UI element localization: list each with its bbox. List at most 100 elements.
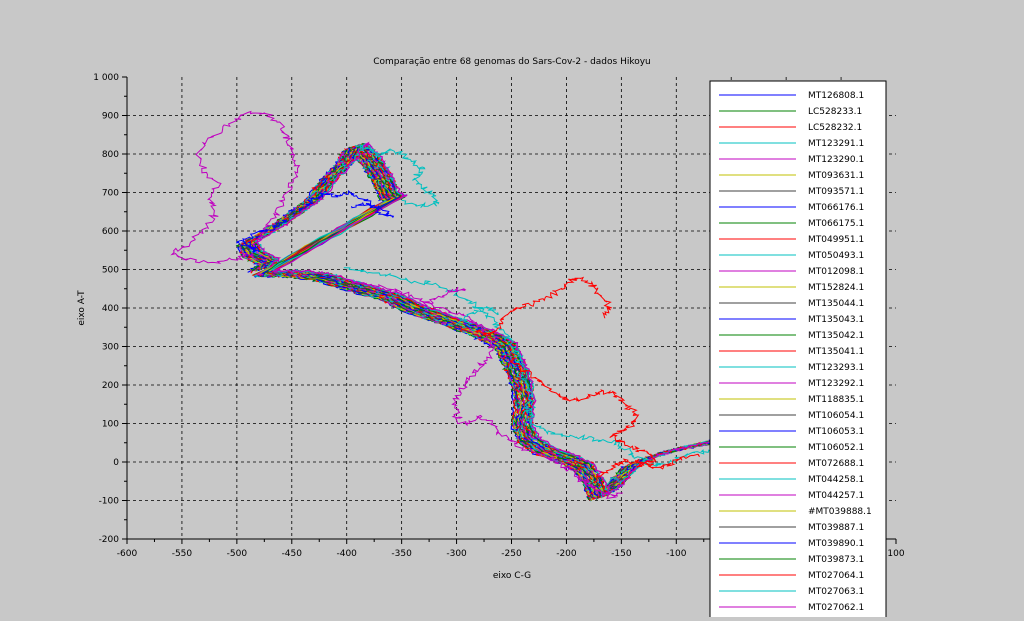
legend-entry: MT044257.1 [719,491,864,501]
trajectory-line [298,189,395,219]
legend-label: MT118835.1 [808,395,864,405]
y-tick-label: 200 [102,381,119,391]
legend-label: MT123290.1 [808,155,864,165]
legend-label: MT152824.1 [808,283,864,293]
legend-label: MT135043.1 [808,315,864,325]
legend-entry: MT039887.1 [719,523,864,533]
legend-label: MT050493.1 [808,251,864,261]
legend-label: MT039873.1 [808,555,864,565]
legend-entry: MT135044.1 [719,299,864,309]
y-tick-label: 300 [102,343,119,353]
y-tick-label: 100 [102,420,119,430]
legend-label: LC528233.1 [808,107,862,117]
legend-entry: MT039873.1 [719,555,864,565]
axes: -600 -550 -500 -450 -400 -350 -300 -250 -200 -150… [93,73,905,559]
legend-entry: MT093631.1 [719,171,864,181]
legend-label: MT135041.1 [808,347,864,357]
legend-label: MT093631.1 [808,171,864,181]
x-tick-label: -300 [446,549,467,559]
legend-label: MT106054.1 [808,411,864,421]
legend-label: MT123293.1 [808,363,864,373]
legend-label: MT066175.1 [808,219,864,229]
trajectory-line [236,219,288,253]
legend-entry: MT106053.1 [719,427,864,437]
legend-entry: MT106052.1 [719,443,864,453]
plot-series [170,110,862,503]
legend-entry: MT135042.1 [719,331,864,341]
legend-label: MT126808.1 [808,91,864,101]
legend-entry: #MT039888.1 [719,507,872,517]
legend-entry: MT072688.1 [719,459,864,469]
legend-entry: MT066175.1 [719,219,864,229]
chart-title: Comparação entre 68 genomas do Sars-Cov-… [373,57,651,67]
x-tick-label: -550 [172,549,193,559]
legend-entry: MT123292.1 [719,379,864,389]
legend-entry: MT027062.1 [719,603,864,613]
legend-label: MT135042.1 [808,331,864,341]
x-tick-label: -350 [391,549,412,559]
x-tick-label: -250 [501,549,522,559]
legend-label: MT044258.1 [808,475,864,485]
legend-label: MT027063.1 [808,587,864,597]
trajectory-line [354,144,440,208]
legend-label: MT135044.1 [808,299,864,309]
x-tick-label: -450 [282,549,303,559]
y-axis-label: eixo A-T [77,290,87,326]
trajectory-line [349,279,623,500]
trajectory-line [455,306,499,326]
y-tick-label: 600 [102,227,119,237]
legend-entry: LC528232.1 [719,123,862,133]
legend-entry: MT118835.1 [719,395,864,405]
legend-entry: MT123293.1 [719,363,864,373]
legend-entry: LC528233.1 [719,107,862,117]
legend-label: MT066176.1 [808,203,864,213]
trajectory-line [419,286,467,307]
legend-label: MT039887.1 [808,523,864,533]
legend-entry: MT027064.1 [719,571,864,581]
x-tick-label: 100 [887,549,904,559]
legend-entry: MT012098.1 [719,267,864,277]
legend-entry: MT106054.1 [719,411,864,421]
legend-entry: MT049951.1 [719,235,864,245]
legend-label: MT012098.1 [808,267,864,277]
legend-entry: MT050493.1 [719,251,864,261]
legend-entry: MT027063.1 [719,587,864,597]
legend-label: MT123292.1 [808,379,864,389]
y-tick-label: 800 [102,150,119,160]
legend-label: MT093571.1 [808,187,864,197]
legend-entry: MT152824.1 [719,283,864,293]
legend-label: MT027062.1 [808,603,864,613]
x-tick-label: -200 [556,549,577,559]
legend-label: LC528232.1 [808,123,862,133]
legend-label: MT027064.1 [808,571,864,581]
y-tick-label: -200 [99,535,120,545]
legend-label: MT049951.1 [808,235,864,245]
y-tick-label: 700 [102,189,119,199]
legend-entry: MT126808.1 [719,91,864,101]
y-tick-label: 0 [113,458,119,468]
legend-entry: MT123291.1 [719,139,864,149]
x-tick-label: -150 [611,549,632,559]
x-tick-label: -400 [336,549,357,559]
legend: MT126808.1 LC528233.1 LC528232.1 MT123291.1… [709,80,887,621]
trajectory-line [509,358,657,469]
legend-entry: MT044258.1 [719,475,864,485]
legend-label: MT044257.1 [808,491,864,501]
x-tick-label: -600 [117,549,138,559]
legend-label: MT106052.1 [808,443,864,453]
series-line [255,141,862,496]
legend-label: #MT039888.1 [808,507,872,517]
trajectory-line [474,276,612,337]
y-tick-label: 400 [102,304,119,314]
legend-label: MT039890.1 [808,539,864,549]
trajectory-line [592,453,700,484]
legend-entry: MT093571.1 [719,187,864,197]
x-axis-label: eixo C-G [493,571,531,581]
legend-entry: MT135043.1 [719,315,864,325]
y-tick-label: -100 [99,497,120,507]
y-tick-label: 500 [102,266,119,276]
legend-entry: MT039890.1 [719,539,864,549]
x-tick-label: -100 [666,549,687,559]
